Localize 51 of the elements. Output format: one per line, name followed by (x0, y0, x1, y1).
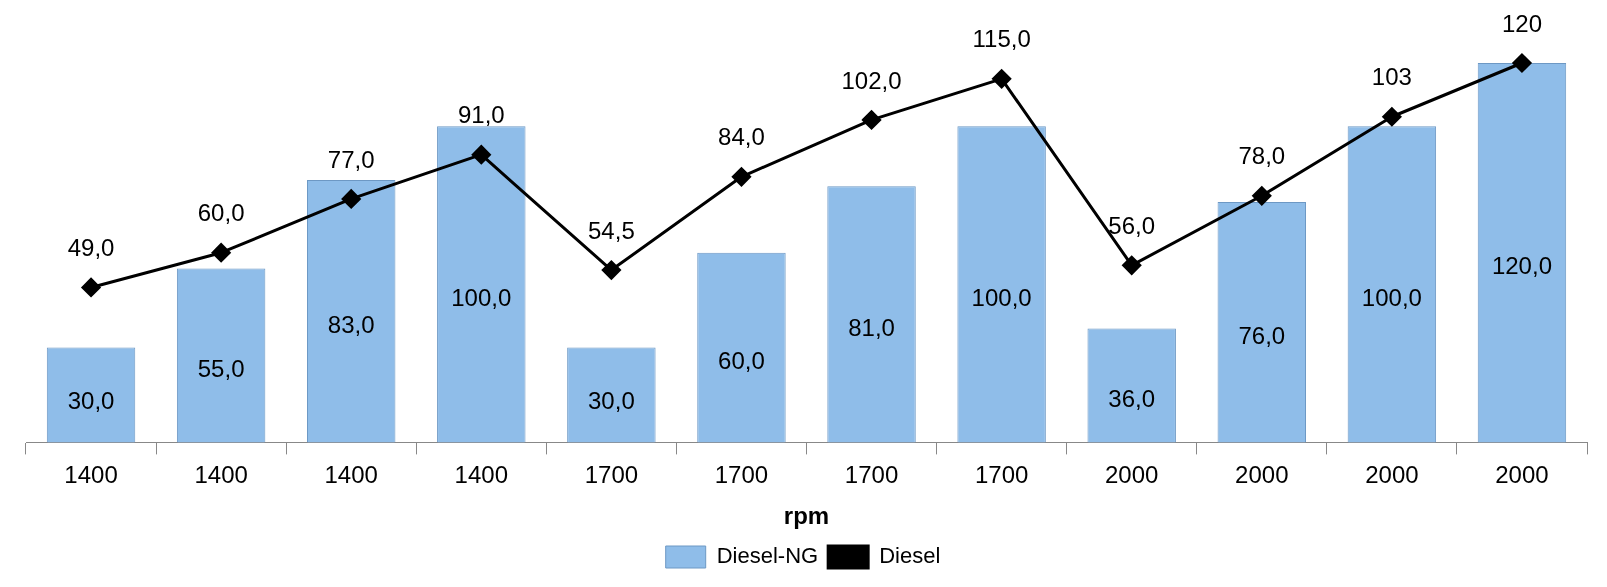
data-label: 30,0 (67, 387, 115, 415)
data-label: 103 (1371, 63, 1412, 91)
x-tick-label: 2000 (1365, 461, 1419, 489)
point (862, 110, 882, 130)
x-tick-label: 1400 (194, 461, 248, 489)
data-label: 78,0 (1238, 142, 1286, 170)
data-label: 84,0 (718, 123, 765, 151)
point (601, 260, 621, 280)
data-label: 100,0 (971, 283, 1032, 311)
data-label: 83,0 (327, 310, 375, 338)
point (341, 189, 361, 209)
point (1252, 186, 1272, 206)
data-label: 30,0 (588, 387, 635, 415)
legend-label: Diesel (879, 543, 941, 569)
data-label: 120 (1501, 9, 1542, 37)
x-tick-label: 1400 (64, 461, 118, 489)
data-label: 100,0 (451, 283, 512, 311)
x-tick-label: 1700 (844, 461, 899, 489)
point (211, 243, 231, 263)
data-label: 120,0 (1491, 252, 1552, 280)
x-tick-label: 1700 (714, 461, 769, 489)
data-label: 54,5 (588, 216, 635, 244)
x-tick-label: 1400 (324, 461, 378, 489)
point (1382, 107, 1402, 127)
data-label: 60,0 (197, 199, 245, 227)
data-label: 91,0 (457, 101, 505, 129)
data-label: 55,0 (197, 355, 245, 383)
data-label: 115,0 (972, 25, 1031, 53)
x-tick-label: 2000 (1495, 461, 1549, 489)
x-axis-title: rpm (783, 502, 830, 530)
point (1512, 53, 1532, 73)
x-tick-label: 1700 (974, 461, 1029, 489)
point (992, 69, 1012, 89)
point (731, 167, 751, 187)
data-label: 77,0 (327, 145, 375, 173)
data-label: 60,0 (718, 347, 765, 375)
x-tick-label: 1700 (584, 461, 639, 489)
data-label: 56,0 (1108, 211, 1156, 239)
data-label: 36,0 (1108, 385, 1156, 413)
x-tick-label: 2000 (1235, 461, 1289, 489)
x-tick-label: 2000 (1105, 461, 1159, 489)
data-label: 100,0 (1361, 283, 1422, 311)
data-label: 81,0 (848, 313, 895, 341)
legend-label: Diesel-NG (716, 543, 819, 569)
data-label: 102,0 (841, 66, 902, 94)
point (1122, 255, 1142, 275)
point (471, 145, 491, 165)
data-label: 49,0 (67, 234, 115, 262)
point (81, 277, 101, 297)
data-label: 76,0 (1238, 321, 1286, 349)
x-tick-label: 1400 (454, 461, 508, 489)
